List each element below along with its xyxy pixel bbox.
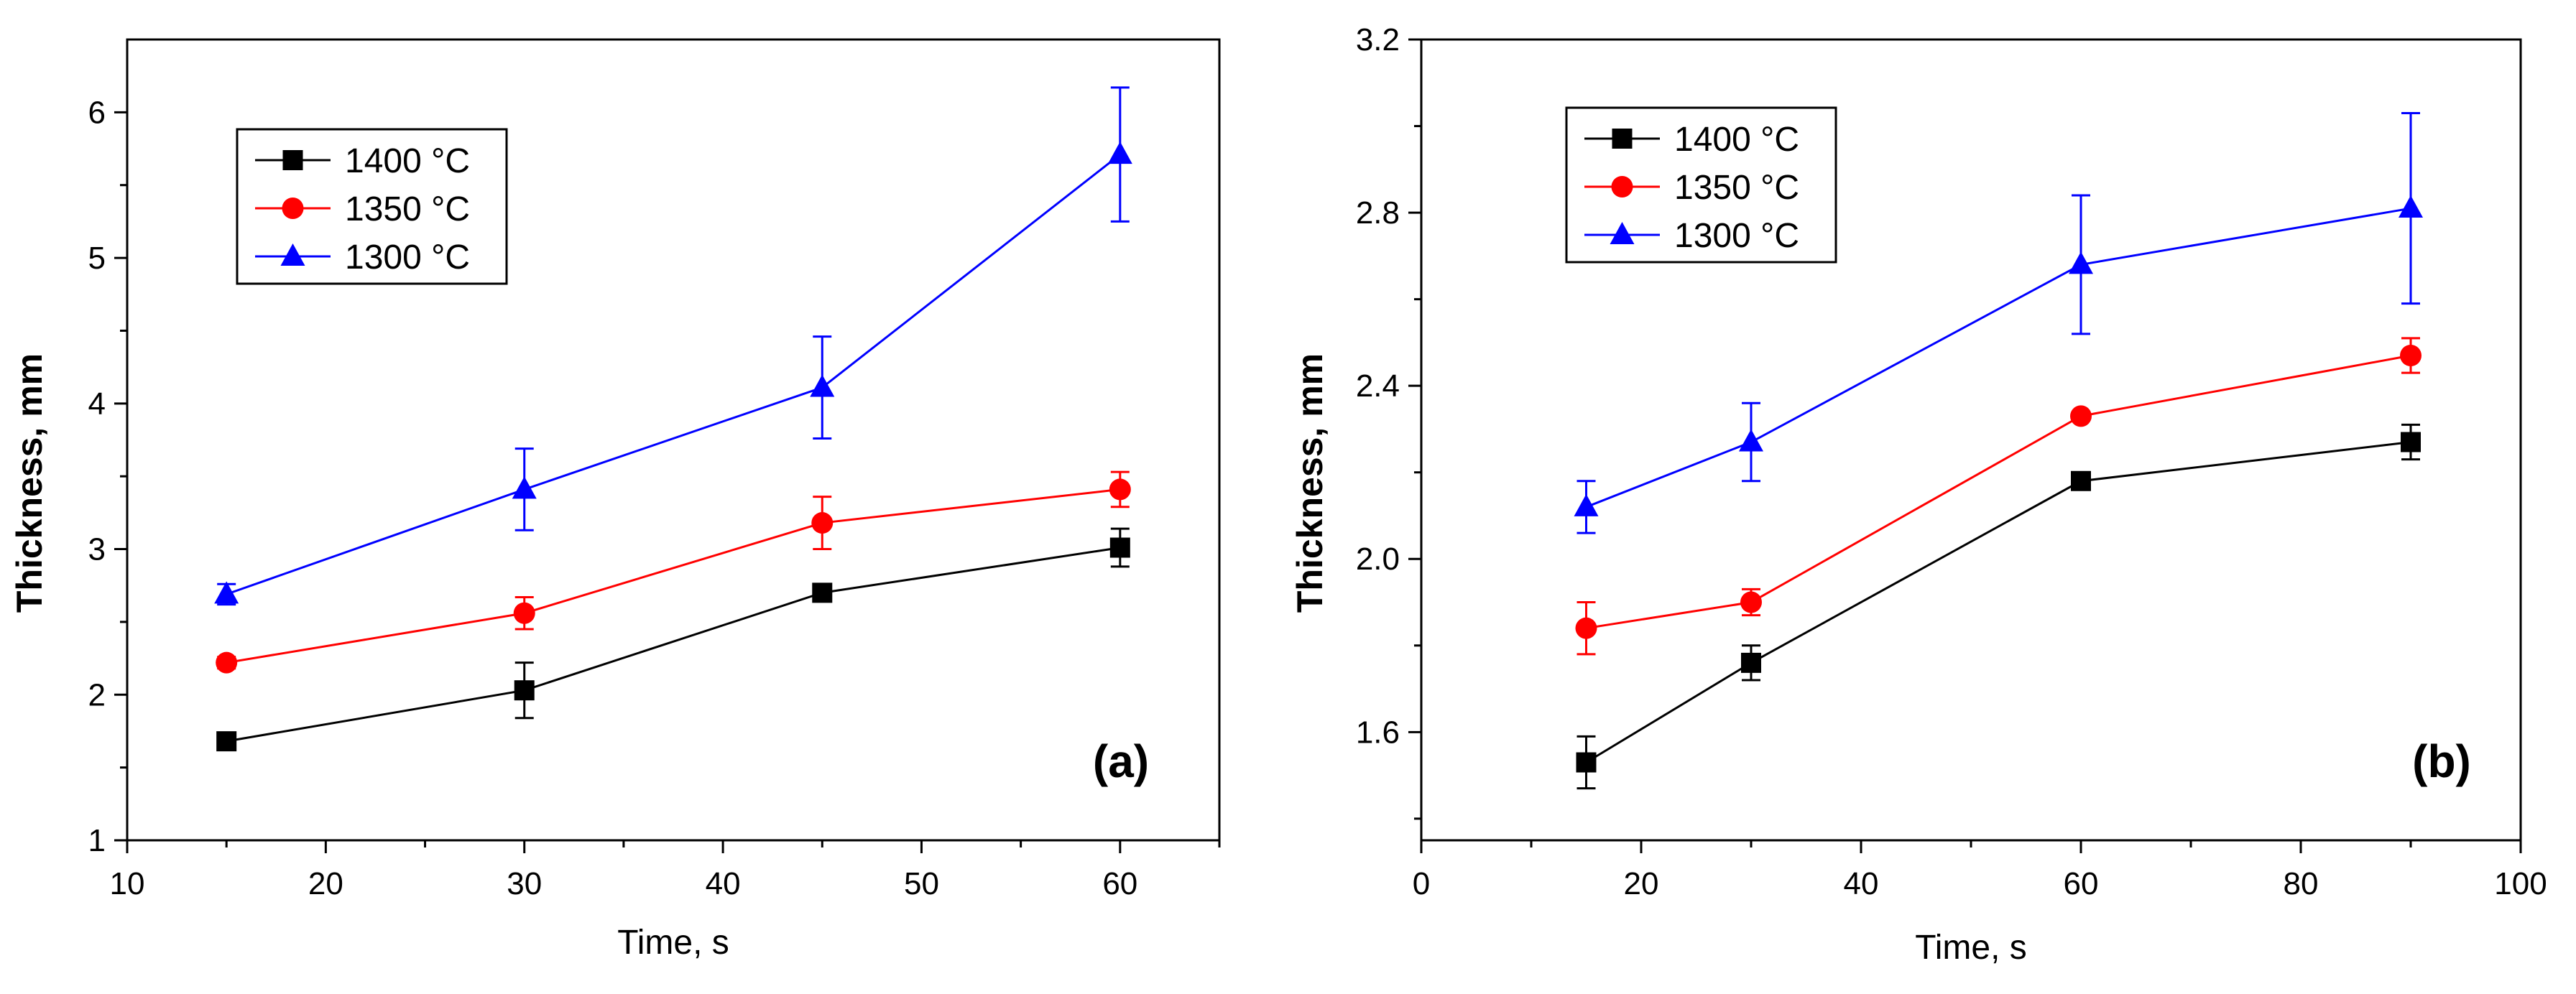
- series-line: [226, 153, 1121, 595]
- series-2: [216, 470, 1131, 674]
- x-tick-label: 0: [1413, 866, 1430, 901]
- y-tick-label: 3: [88, 532, 106, 567]
- data-point: [513, 602, 535, 624]
- y-tick-label: 5: [88, 241, 106, 276]
- y-tick-label: 3.2: [1356, 22, 1400, 57]
- x-tick-label: 20: [308, 866, 343, 901]
- x-axis-title: Time, s: [617, 924, 729, 962]
- data-point: [2071, 470, 2091, 491]
- legend-entry: 1300 °C: [345, 238, 470, 277]
- data-point: [810, 374, 835, 397]
- data-point: [1109, 478, 1131, 501]
- x-tick-label: 100: [2494, 866, 2547, 901]
- series-line: [226, 547, 1121, 743]
- series-line: [226, 488, 1120, 664]
- legend-box: [236, 128, 508, 285]
- legend-entry: 1350 °C: [1674, 169, 1799, 207]
- legend-marker: [282, 150, 303, 170]
- panel-label: (b): [2412, 735, 2471, 787]
- data-point: [1741, 652, 1761, 673]
- data-point: [2399, 195, 2423, 218]
- legend-marker: [282, 198, 304, 219]
- panel-label: (a): [1093, 735, 1149, 787]
- y-tick-label: 1: [88, 823, 106, 858]
- data-point: [2400, 344, 2422, 366]
- y-tick-label: 2: [88, 677, 106, 712]
- x-tick-label: 60: [2064, 866, 2099, 901]
- x-tick-label: 50: [904, 866, 939, 901]
- legend-entry: 1300 °C: [1674, 217, 1799, 255]
- data-point: [512, 476, 537, 499]
- data-point: [812, 582, 833, 603]
- data-point: [1575, 617, 1597, 639]
- data-point: [1107, 141, 1132, 164]
- legend: 1400 °C 1350 °C 1300 °C: [1565, 106, 1837, 264]
- data-point: [2401, 432, 2421, 452]
- series-1: [216, 527, 1130, 752]
- series-line: [1586, 354, 2411, 630]
- legend-marker: [1611, 176, 1633, 198]
- data-point: [216, 731, 237, 752]
- data-point: [2070, 405, 2092, 427]
- x-tick-label: 80: [2284, 866, 2319, 901]
- data-point: [811, 512, 834, 534]
- legend-entry: 1400 °C: [345, 142, 470, 180]
- legend-entry: 1350 °C: [345, 190, 470, 228]
- data-point: [1576, 752, 1597, 773]
- legend: 1400 °C 1350 °C 1300 °C: [236, 128, 508, 285]
- data-point: [514, 680, 535, 701]
- x-tick-label: 10: [110, 866, 145, 901]
- series-3: [1574, 111, 2423, 534]
- data-point: [1739, 429, 1763, 452]
- data-point: [1574, 493, 1599, 516]
- x-tick-label: 40: [1844, 866, 1879, 901]
- y-tick-label: 1.6: [1356, 715, 1400, 750]
- y-tick-label: 2.0: [1356, 542, 1400, 577]
- y-axis-title: Thickness, mm: [1290, 353, 1330, 613]
- x-tick-label: 20: [1624, 866, 1659, 901]
- series-2: [1575, 337, 2422, 656]
- x-tick-label: 40: [706, 866, 741, 901]
- legend-entry: 1400 °C: [1674, 121, 1799, 159]
- data-point: [2069, 251, 2093, 274]
- legend-marker: [280, 243, 305, 266]
- x-tick-label: 60: [1102, 866, 1137, 901]
- series-1: [1576, 423, 2421, 790]
- data-point: [1740, 591, 1762, 613]
- data-point: [214, 581, 239, 604]
- legend-marker: [1610, 222, 1635, 244]
- series-line: [1585, 207, 2411, 508]
- plot-frame: [126, 38, 1221, 842]
- legend-box: [1565, 106, 1837, 264]
- series-line: [1585, 441, 2411, 763]
- data-point: [216, 651, 238, 674]
- x-axis-title: Time, s: [1915, 929, 2027, 967]
- y-tick-label: 2.4: [1356, 368, 1400, 404]
- y-axis-title: Thickness, mm: [9, 353, 50, 613]
- chart-panel-1: 10 20 30 40 50 60 1 2 3 4 5 6 Time, s Thickness, mm 14…: [9, 38, 1221, 962]
- y-tick-label: 4: [88, 386, 106, 422]
- y-tick-label: 6: [88, 95, 106, 130]
- x-tick-label: 30: [507, 866, 542, 901]
- y-tick-label: 2.8: [1356, 195, 1400, 231]
- series-3: [214, 86, 1132, 606]
- legend-marker: [1612, 129, 1633, 149]
- chart-panel-2: 0 20 40 60 80 100 1.6 2.0 2.4 2.8 3.2 Time, s Thickn…: [1290, 22, 2547, 967]
- data-point: [1109, 537, 1130, 558]
